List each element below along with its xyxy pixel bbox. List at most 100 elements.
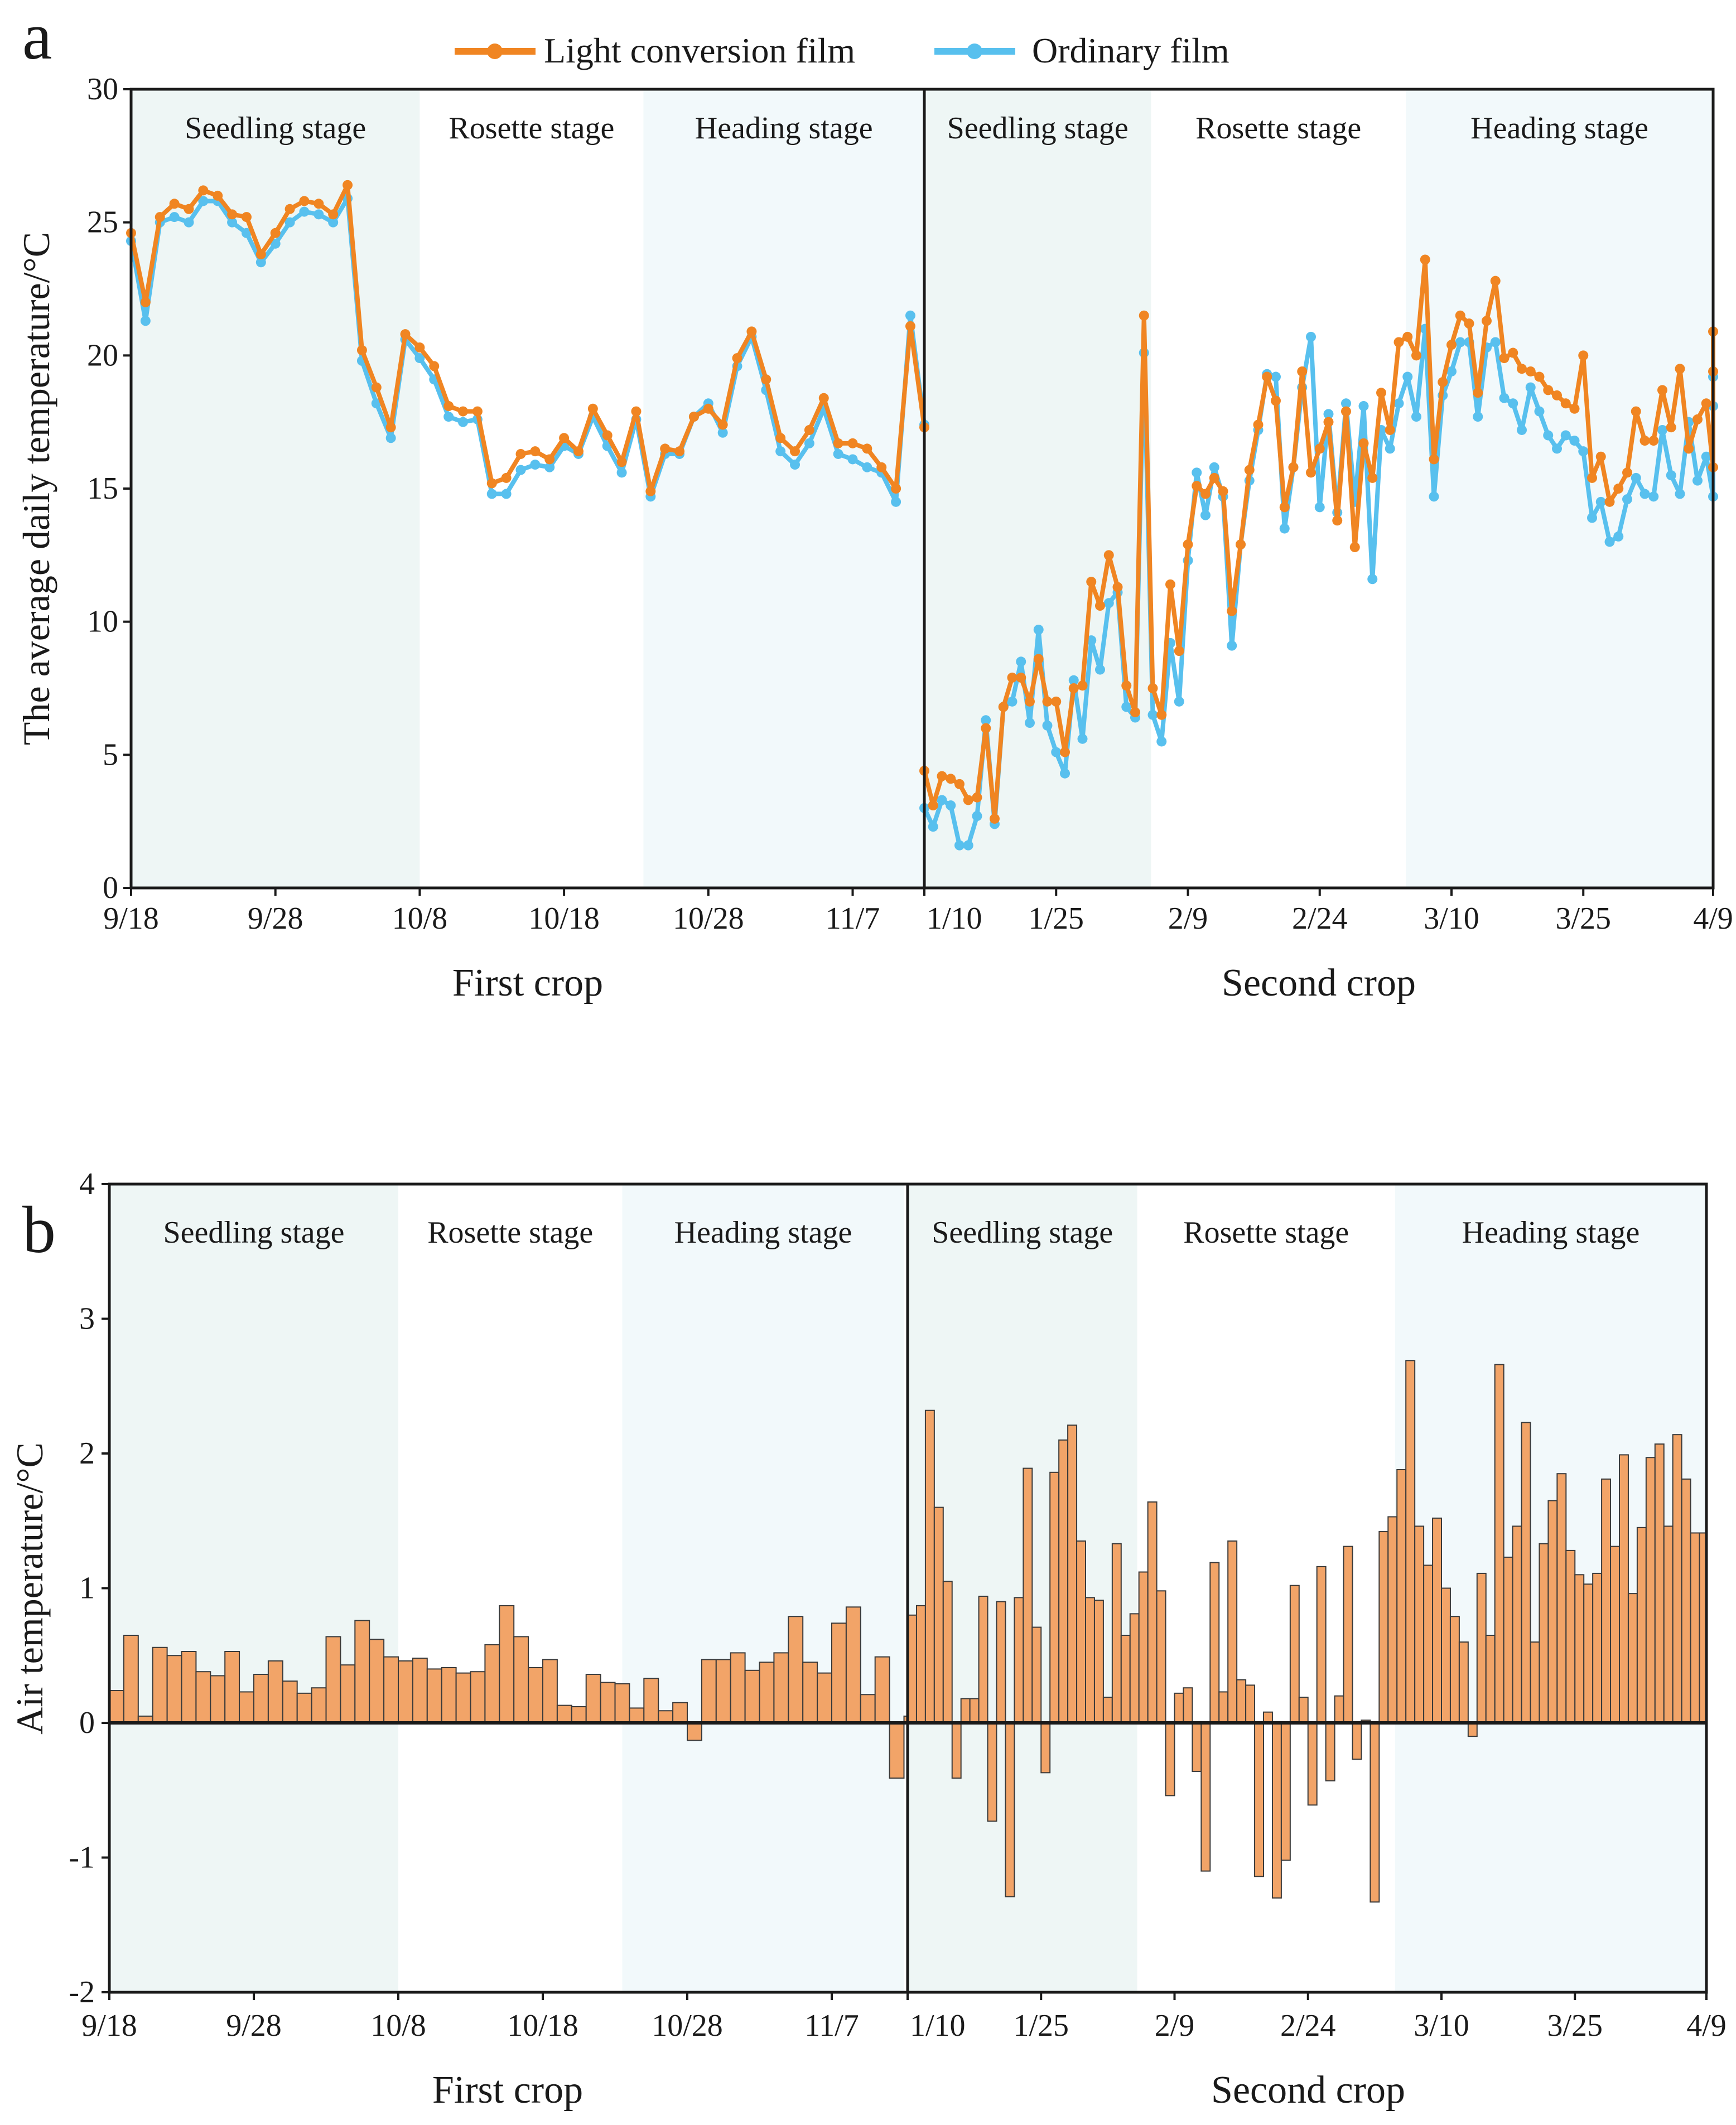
data-point-light-conversion-film [876,462,887,472]
data-point-light-conversion-film [328,209,339,220]
data-point-light-conversion-film [184,204,194,214]
data-point-light-conversion-film [169,199,180,209]
bar [942,1581,953,1724]
bar [1334,1695,1344,1723]
bar [282,1680,298,1724]
bar [1031,1626,1042,1723]
bar [1085,1597,1095,1724]
data-point-light-conversion-film [891,484,901,494]
bar [1192,1722,1202,1772]
data-point-ordinary-film [1147,709,1158,720]
bar [224,1651,240,1723]
data-point-light-conversion-film [954,779,965,789]
stage-shade-seedling-stage [131,89,420,888]
x-tick-label: 2/24 [1292,901,1348,936]
x-tick-label: 3/25 [1547,2008,1603,2043]
bar [585,1674,601,1724]
data-point-ordinary-film [270,238,281,249]
bar [1227,1540,1238,1724]
data-point-light-conversion-film [1139,310,1149,321]
y-tick-label: -1 [69,1841,95,1875]
data-point-light-conversion-film [1227,606,1237,616]
y-tick-label: 1 [79,1571,95,1606]
data-point-light-conversion-film [946,774,956,784]
data-point-light-conversion-film [1613,484,1624,494]
data-point-light-conversion-film [314,199,324,209]
bar [369,1639,385,1724]
data-point-light-conversion-film [255,249,266,259]
bar [1672,1434,1682,1723]
data-point-light-conversion-film [284,204,295,214]
x-tick-label: 10/8 [392,901,448,936]
y-tick-label: 3 [79,1302,95,1336]
data-point-light-conversion-film [602,430,613,441]
data-point-light-conversion-film [299,196,310,206]
y-tick-label: 4 [79,1167,95,1201]
data-point-light-conversion-film [1156,709,1167,720]
bar [744,1669,760,1723]
data-point-light-conversion-film [1402,331,1413,342]
stage-label-rosette-stage: Rosette stage [427,1215,593,1250]
bar [1441,1587,1451,1723]
data-point-ordinary-film [1648,491,1659,502]
stage-shade-heading-stage [643,89,924,888]
data-point-ordinary-film [928,822,938,832]
data-point-ordinary-film [284,217,295,228]
data-point-light-conversion-film [928,800,938,811]
stage-label-rosette-stage: Rosette stage [449,111,614,146]
data-point-light-conversion-film [241,212,252,223]
data-point-light-conversion-film [1446,340,1457,350]
data-point-light-conversion-film [1077,680,1088,691]
bar [383,1656,399,1724]
data-point-ordinary-film [1578,446,1589,457]
data-point-ordinary-film [1103,598,1114,608]
bar [1343,1546,1353,1723]
bar [1405,1360,1416,1723]
data-point-ordinary-film [1525,382,1536,393]
stage-shade-seedling-stage [109,1184,398,1992]
data-point-light-conversion-film [804,424,814,435]
bar [1316,1566,1327,1724]
bar [1369,1722,1380,1903]
data-point-ordinary-film [1060,768,1070,779]
bar [1102,1697,1113,1723]
data-point-light-conversion-film [343,180,353,190]
panel-b-y-axis: -2 -1 0 1 2 3 4 [69,1167,109,2010]
data-point-light-conversion-film [1165,579,1175,590]
data-point-light-conversion-film [501,472,512,483]
data-point-ordinary-film [1534,406,1545,417]
bar [325,1636,341,1723]
y-tick-label: 0 [103,871,118,905]
data-point-ordinary-film [1385,443,1395,454]
bar [1058,1439,1069,1724]
bar [426,1668,442,1723]
bar [1565,1549,1576,1723]
y-tick-label: -2 [69,1975,95,2010]
data-point-light-conversion-film [746,326,757,337]
bar [1583,1583,1594,1723]
data-point-ordinary-film [227,217,238,228]
bar [542,1659,558,1724]
bar [109,1690,124,1724]
data-point-ordinary-film [1552,443,1562,454]
legend-label-light-conversion-film: Light conversion film [544,31,855,70]
legend: Light conversion film Ordinary film [455,31,1229,70]
x-tick-label: 4/9 [1686,2008,1727,2043]
data-point-light-conversion-film [1499,353,1510,364]
bar [687,1722,702,1741]
bar [1014,1597,1024,1724]
bar [658,1710,674,1723]
data-point-light-conversion-film [631,406,642,417]
data-point-light-conversion-film [1482,316,1492,326]
data-point-light-conversion-film [443,401,454,412]
data-point-light-conversion-film [990,813,1000,824]
bar [1449,1616,1460,1724]
x-tick-label: 3/10 [1414,2008,1469,2043]
bar [455,1672,471,1724]
stage-shade-seedling-stage [924,89,1151,888]
stage-label-seedling-stage: Seedling stage [185,111,366,146]
data-point-light-conversion-film [371,382,382,393]
data-point-light-conversion-film [1051,696,1062,707]
data-point-ordinary-film [1192,467,1202,478]
x-tick-label: 9/28 [248,901,303,936]
